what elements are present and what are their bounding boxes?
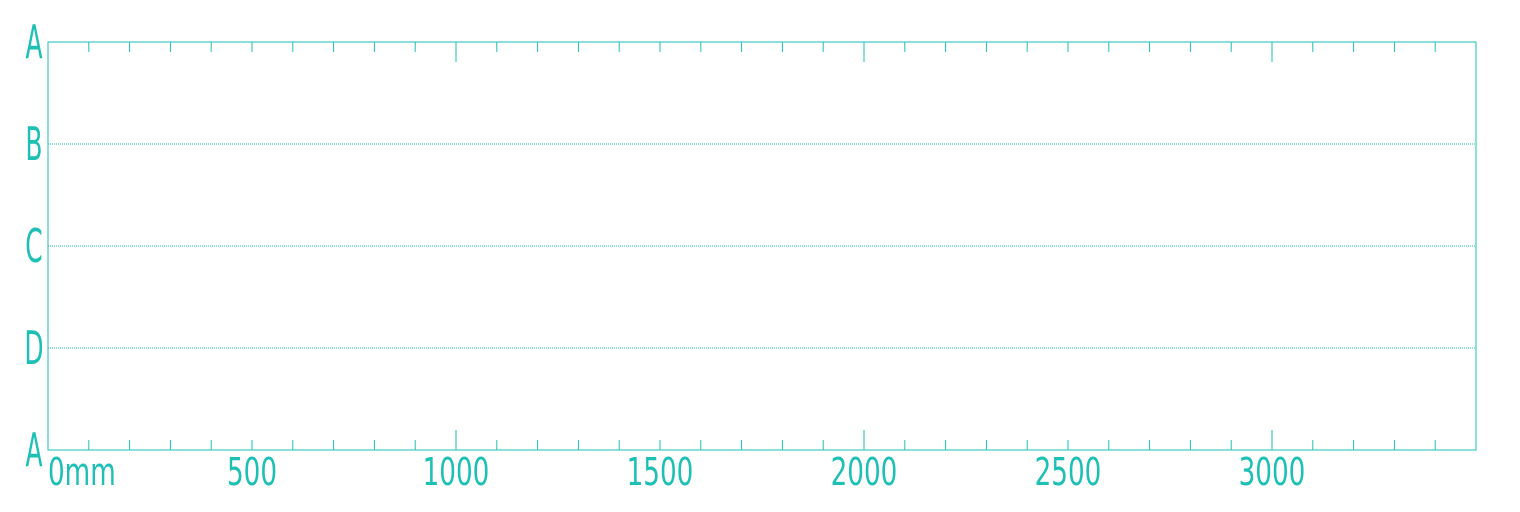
x-tick-label: 2500 [1035,449,1102,495]
x-axis-labels: 0mm 500 1000 1500 2000 2500 3000 [48,449,1305,495]
y-axis-label-1: B [25,116,42,171]
y-axis-label-2: C [25,218,42,273]
x-tick-label: 1000 [423,449,490,495]
y-axis-label-4: A [25,422,42,477]
x-tick-label: 1500 [627,449,694,495]
x-tick-label: 0mm [48,449,116,495]
y-axis-label-0: A [25,14,42,69]
x-tick-label: 3000 [1239,449,1306,495]
x-tick-label: 2000 [831,449,898,495]
x-axis-ticks [88,42,1436,450]
x-tick-label: 500 [227,449,277,495]
y-axis-label-3: D [24,320,43,375]
grid-lines [48,143,1476,349]
